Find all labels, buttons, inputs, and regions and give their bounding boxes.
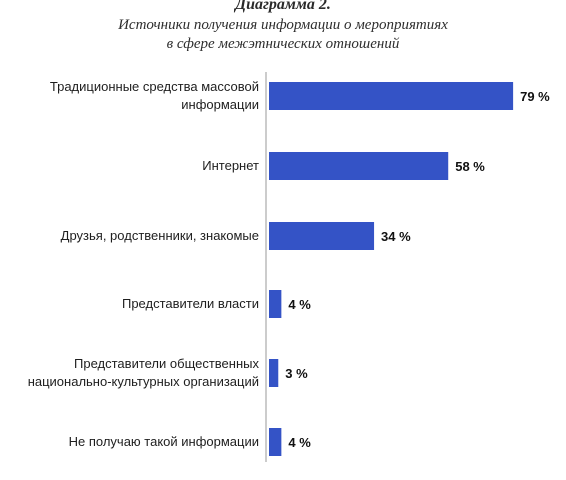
- bar-2: [269, 222, 375, 250]
- category-label-4-line-1: национально-культурных организаций: [28, 374, 259, 389]
- category-label-0-line-1: информации: [181, 97, 259, 112]
- bar-4: [269, 359, 279, 387]
- value-label-0: 79 %: [520, 89, 550, 104]
- value-label-1: 58 %: [455, 159, 485, 174]
- value-label-3: 4 %: [288, 297, 311, 312]
- figure-label: Диаграмма 2.: [235, 0, 331, 13]
- chart-title: Источники получения информации о меропри…: [0, 16, 566, 54]
- category-label-1: Интернет: [202, 158, 259, 173]
- bar-5: [269, 428, 282, 456]
- bar-1: [269, 152, 449, 180]
- bars-layer: Традиционные средства массовой информации…: [28, 79, 550, 456]
- chart-title-line-2: в сфере межэтнических отношений: [166, 36, 400, 52]
- category-label-4-line-0: Представители общественных: [74, 356, 259, 371]
- category-label-0-line-0: Традиционные средства массовой: [50, 79, 259, 94]
- chart-title-line-1: Источники получения информации о меропри…: [118, 17, 448, 33]
- bar-0: [269, 82, 514, 110]
- category-label-5: Не получаю такой информации: [69, 434, 259, 449]
- category-label-2: Друзья, родственники, знакомые: [61, 228, 259, 243]
- value-label-2: 34 %: [381, 229, 411, 244]
- category-label-3: Представители власти: [122, 296, 259, 311]
- value-label-5: 4 %: [288, 435, 311, 450]
- bar-3: [269, 290, 282, 318]
- value-label-4: 3 %: [285, 366, 308, 381]
